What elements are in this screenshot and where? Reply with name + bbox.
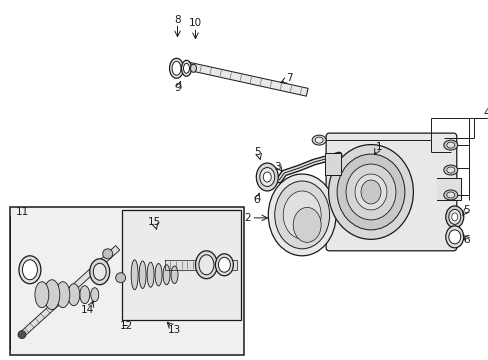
Text: 5: 5 [463,205,469,215]
Bar [10,207,244,355]
Text: 6: 6 [252,195,259,205]
Ellipse shape [190,64,196,72]
Ellipse shape [218,257,230,272]
Ellipse shape [446,192,454,198]
Ellipse shape [147,262,154,287]
Ellipse shape [183,63,189,73]
Ellipse shape [274,181,329,249]
Ellipse shape [293,207,321,242]
Ellipse shape [181,60,191,76]
Text: 10: 10 [188,18,202,28]
Ellipse shape [446,142,454,148]
Ellipse shape [90,259,109,285]
Polygon shape [20,246,120,337]
Text: 4: 4 [482,108,488,118]
Ellipse shape [263,172,271,182]
Text: 13: 13 [167,325,181,334]
Text: 6: 6 [463,235,469,245]
Ellipse shape [448,230,460,244]
Ellipse shape [314,137,323,143]
Text: 3: 3 [273,162,280,172]
Ellipse shape [169,58,183,78]
Ellipse shape [256,163,278,191]
Text: 8: 8 [174,15,181,26]
Ellipse shape [311,135,325,145]
Ellipse shape [354,174,386,210]
Ellipse shape [215,254,233,276]
Text: 1: 1 [375,142,382,152]
Text: 9: 9 [174,83,181,93]
Ellipse shape [155,264,162,286]
Ellipse shape [360,180,380,204]
Ellipse shape [451,213,457,221]
FancyBboxPatch shape [325,133,456,251]
Ellipse shape [19,256,41,284]
Bar [122,210,241,320]
Ellipse shape [131,260,138,290]
Ellipse shape [68,284,80,306]
Ellipse shape [448,210,460,224]
Text: 5: 5 [253,147,260,157]
Text: 12: 12 [120,321,133,330]
Ellipse shape [445,206,463,228]
Ellipse shape [283,191,321,239]
Text: 2: 2 [244,213,250,223]
Polygon shape [164,260,237,270]
Ellipse shape [443,140,457,150]
Ellipse shape [172,61,181,75]
Circle shape [102,249,112,259]
Bar [325,153,340,175]
Ellipse shape [91,288,99,302]
Ellipse shape [328,145,412,239]
Ellipse shape [35,282,49,308]
Ellipse shape [346,164,395,220]
Ellipse shape [56,282,70,308]
Text: 11: 11 [16,207,29,217]
Text: 7: 7 [285,73,292,83]
Ellipse shape [336,154,404,230]
Ellipse shape [445,226,463,248]
Ellipse shape [259,167,274,186]
Ellipse shape [163,265,170,285]
Ellipse shape [268,174,335,256]
Text: 15: 15 [148,217,161,227]
Ellipse shape [199,255,213,275]
Text: 14: 14 [81,305,94,315]
Ellipse shape [80,286,90,304]
Ellipse shape [93,263,106,280]
Ellipse shape [44,280,60,310]
Ellipse shape [443,165,457,175]
Polygon shape [183,62,307,96]
Ellipse shape [22,260,37,280]
Ellipse shape [443,190,457,200]
Ellipse shape [446,167,454,173]
Polygon shape [436,178,460,200]
Ellipse shape [171,266,178,283]
Circle shape [18,330,26,338]
Ellipse shape [195,251,217,279]
Ellipse shape [139,261,146,288]
Circle shape [116,273,125,283]
